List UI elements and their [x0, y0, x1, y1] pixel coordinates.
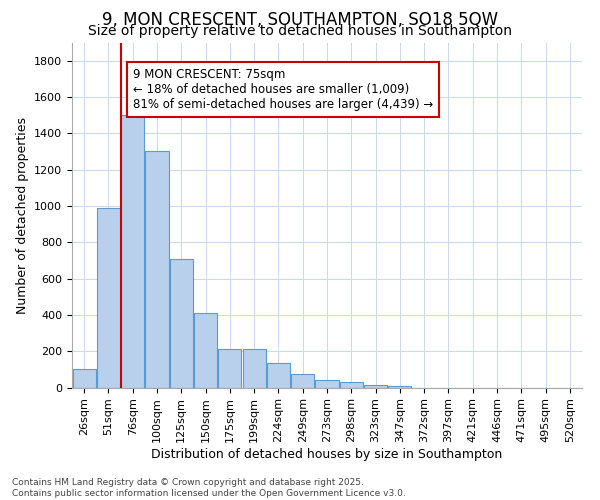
Bar — [121, 115, 144, 388]
Bar — [388, 386, 412, 388]
Bar — [364, 385, 387, 388]
Bar — [340, 382, 363, 388]
Text: Contains HM Land Registry data © Crown copyright and database right 2025.
Contai: Contains HM Land Registry data © Crown c… — [12, 478, 406, 498]
Bar — [267, 363, 290, 388]
Bar — [194, 313, 217, 388]
Bar — [291, 374, 314, 388]
Bar — [170, 258, 193, 388]
Bar — [145, 152, 169, 388]
Text: 9, MON CRESCENT, SOUTHAMPTON, SO18 5QW: 9, MON CRESCENT, SOUTHAMPTON, SO18 5QW — [102, 11, 498, 29]
Text: Size of property relative to detached houses in Southampton: Size of property relative to detached ho… — [88, 24, 512, 38]
Bar — [316, 380, 338, 388]
Bar — [242, 350, 266, 388]
Y-axis label: Number of detached properties: Number of detached properties — [16, 116, 29, 314]
Bar — [218, 350, 241, 388]
Bar — [97, 208, 120, 388]
Bar — [73, 370, 95, 388]
Text: 9 MON CRESCENT: 75sqm
← 18% of detached houses are smaller (1,009)
81% of semi-d: 9 MON CRESCENT: 75sqm ← 18% of detached … — [133, 68, 433, 111]
X-axis label: Distribution of detached houses by size in Southampton: Distribution of detached houses by size … — [151, 448, 503, 461]
